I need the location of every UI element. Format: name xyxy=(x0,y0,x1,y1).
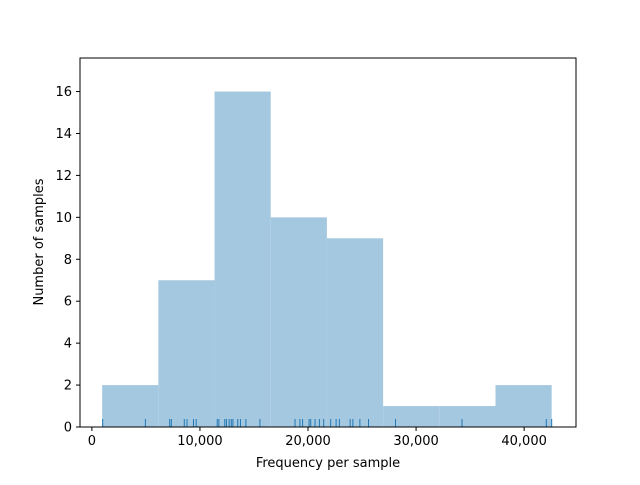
y-tick-label-3: 6 xyxy=(64,295,72,310)
y-axis-label: Number of samples xyxy=(32,178,47,305)
y-tick-label-4: 8 xyxy=(64,253,72,268)
x-tick-label-3: 30,000 xyxy=(393,434,439,449)
y-tick-label-0: 0 xyxy=(64,421,72,436)
y-tick-label-7: 14 xyxy=(55,127,72,142)
x-tick-label-4: 40,000 xyxy=(501,434,547,449)
y-tick-label-1: 2 xyxy=(64,379,72,394)
histogram-bar-7 xyxy=(495,385,552,427)
rug-layer xyxy=(102,419,553,427)
plot-frame xyxy=(79,57,577,428)
y-tick-label-8: 16 xyxy=(55,85,72,100)
x-axis-ticks: 0 10,000 20,000 30,000 40,000 xyxy=(88,427,547,449)
y-axis-ticks: 0 2 4 6 8 10 12 14 16 xyxy=(55,85,80,436)
y-tick-label-2: 4 xyxy=(64,337,72,352)
histogram-bar-5 xyxy=(383,406,440,427)
x-axis-label: Frequency per sample xyxy=(256,456,400,471)
bars-layer xyxy=(102,91,552,427)
histogram-bar-1 xyxy=(158,280,215,427)
histogram-bar-3 xyxy=(270,217,327,427)
x-tick-label-2: 20,000 xyxy=(285,434,331,449)
histogram-bar-2 xyxy=(214,91,271,427)
y-tick-label-6: 12 xyxy=(55,169,72,184)
x-tick-label-1: 10,000 xyxy=(177,434,223,449)
x-tick-label-0: 0 xyxy=(88,434,96,449)
histogram-bar-6 xyxy=(439,406,496,427)
y-tick-label-5: 10 xyxy=(55,211,72,226)
histogram-bar-4 xyxy=(326,238,384,427)
histogram-bar-0 xyxy=(102,385,159,427)
